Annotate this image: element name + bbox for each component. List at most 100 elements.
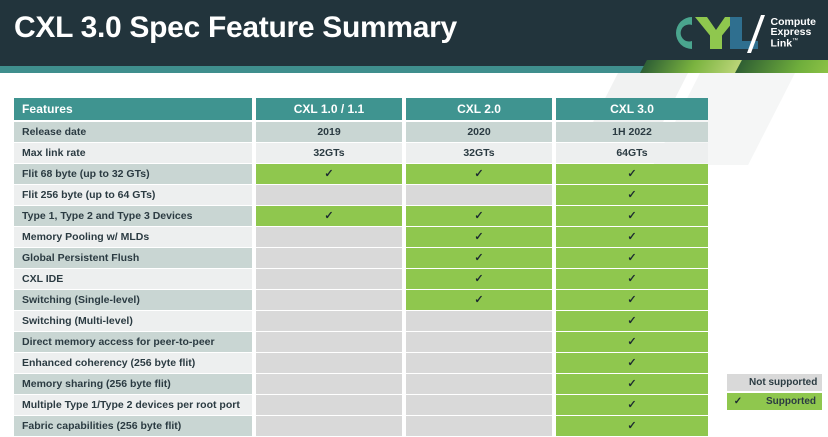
legend-item-not-supported: Not supported: [727, 374, 822, 391]
value-cell: 32GTs: [256, 143, 402, 163]
feature-name-cell: Memory sharing (256 byte flit): [14, 374, 252, 394]
supported-cell: ✓: [256, 164, 402, 184]
supported-cell: ✓: [256, 206, 402, 226]
table-row: Enhanced coherency (256 byte flit) ✓: [14, 353, 708, 373]
feature-name-cell: Enhanced coherency (256 byte flit): [14, 353, 252, 373]
decorative-green-ribbon-2: [735, 60, 828, 73]
supported-cell: ✓: [556, 374, 708, 394]
feature-name-cell: Max link rate: [14, 143, 252, 163]
value-cell: 64GTs: [556, 143, 708, 163]
table-row: CXL IDE ✓ ✓: [14, 269, 708, 289]
trademark-symbol: ™: [792, 38, 799, 45]
page-header: CXL 3.0 Spec Feature Summary Compute Exp…: [0, 0, 828, 66]
check-icon: ✓: [474, 209, 484, 222]
logo-word-express: Express: [770, 26, 812, 39]
supported-cell: ✓: [556, 248, 708, 268]
column-header-cxl-3-0[interactable]: CXL 3.0: [556, 98, 708, 120]
not-supported-cell: [256, 395, 402, 415]
supported-cell: ✓: [406, 227, 552, 247]
check-icon: ✓: [627, 209, 637, 222]
supported-cell: ✓: [556, 164, 708, 184]
feature-name-cell: Switching (Single-level): [14, 290, 252, 310]
value-cell: 1H 2022: [556, 122, 708, 142]
supported-cell: ✓: [406, 290, 552, 310]
check-icon: ✓: [627, 188, 637, 201]
check-icon: ✓: [627, 335, 637, 348]
check-icon: ✓: [627, 377, 637, 390]
check-icon: ✓: [627, 419, 637, 432]
feature-summary-table: Features CXL 1.0 / 1.1 CXL 2.0 CXL 3.0 Relea…: [14, 98, 708, 437]
supported-cell: ✓: [556, 269, 708, 289]
supported-cell: ✓: [556, 185, 708, 205]
value-cell: 32GTs: [406, 143, 552, 163]
column-header-cxl-2-0[interactable]: CXL 2.0: [406, 98, 552, 120]
check-icon: ✓: [474, 167, 484, 180]
not-supported-cell: [406, 332, 552, 352]
not-supported-cell: [406, 185, 552, 205]
check-icon: ✓: [733, 396, 743, 407]
feature-name-cell: Flit 256 byte (up to 64 GTs): [14, 185, 252, 205]
cxl-logo-mark: [675, 15, 765, 53]
legend: Not supported ✓ Supported: [727, 374, 822, 412]
not-supported-cell: [406, 311, 552, 331]
feature-name-cell: Release date: [14, 122, 252, 142]
check-icon: ✓: [474, 272, 484, 285]
feature-name-cell: Direct memory access for peer-to-peer: [14, 332, 252, 352]
check-icon: ✓: [627, 293, 637, 306]
table-row: Release date 2019 2020 1H 2022: [14, 122, 708, 142]
table-row: Type 1, Type 2 and Type 3 Devices ✓ ✓ ✓: [14, 206, 708, 226]
check-icon: ✓: [474, 251, 484, 264]
supported-cell: ✓: [556, 311, 708, 331]
column-header-cxl-1-0-1-1[interactable]: CXL 1.0 / 1.1: [256, 98, 402, 120]
check-icon: ✓: [627, 230, 637, 243]
check-icon: ✓: [324, 209, 334, 222]
accent-stripe: [0, 66, 828, 73]
check-icon: ✓: [627, 167, 637, 180]
not-supported-cell: [256, 353, 402, 373]
legend-label: Supported: [766, 396, 816, 407]
feature-name-cell: Flit 68 byte (up to 32 GTs): [14, 164, 252, 184]
feature-name-cell: Fabric capabilities (256 byte flit): [14, 416, 252, 436]
not-supported-cell: [406, 374, 552, 394]
table-row: Switching (Single-level) ✓ ✓: [14, 290, 708, 310]
table-row: Max link rate 32GTs 32GTs 64GTs: [14, 143, 708, 163]
feature-name-cell: Memory Pooling w/ MLDs: [14, 227, 252, 247]
table-row: Flit 68 byte (up to 32 GTs) ✓ ✓ ✓: [14, 164, 708, 184]
check-icon: ✓: [627, 251, 637, 264]
not-supported-cell: [256, 374, 402, 394]
supported-cell: ✓: [556, 332, 708, 352]
not-supported-cell: [256, 290, 402, 310]
table-row: Memory sharing (256 byte flit) ✓: [14, 374, 708, 394]
feature-name-cell: CXL IDE: [14, 269, 252, 289]
check-icon: ✓: [474, 293, 484, 306]
cxl-logo: Compute Express Link™: [662, 9, 817, 57]
logo-word-link: Link: [770, 37, 793, 50]
table-header-row: Features CXL 1.0 / 1.1 CXL 2.0 CXL 3.0: [14, 98, 708, 120]
legend-label: Not supported: [749, 377, 818, 388]
feature-name-cell: Type 1, Type 2 and Type 3 Devices: [14, 206, 252, 226]
table-row: Flit 256 byte (up to 64 GTs) ✓: [14, 185, 708, 205]
cxl-logo-wordmark: Compute Express Link™: [770, 16, 817, 50]
not-supported-cell: [256, 416, 402, 436]
not-supported-cell: [406, 353, 552, 373]
table-row: Direct memory access for peer-to-peer ✓: [14, 332, 708, 352]
table-row: Memory Pooling w/ MLDs ✓ ✓: [14, 227, 708, 247]
check-icon: ✓: [627, 314, 637, 327]
supported-cell: ✓: [556, 353, 708, 373]
table-row: Multiple Type 1/Type 2 devices per root …: [14, 395, 708, 415]
supported-cell: ✓: [406, 248, 552, 268]
check-icon: ✓: [627, 356, 637, 369]
supported-cell: ✓: [556, 395, 708, 415]
feature-name-cell: Global Persistent Flush: [14, 248, 252, 268]
check-icon: ✓: [324, 167, 334, 180]
supported-cell: ✓: [406, 164, 552, 184]
feature-name-cell: Multiple Type 1/Type 2 devices per root …: [14, 395, 252, 415]
supported-cell: ✓: [556, 206, 708, 226]
not-supported-cell: [406, 416, 552, 436]
not-supported-cell: [406, 395, 552, 415]
table-row: Switching (Multi-level) ✓: [14, 311, 708, 331]
supported-cell: ✓: [556, 290, 708, 310]
table-row: Fabric capabilities (256 byte flit) ✓: [14, 416, 708, 436]
column-header-features[interactable]: Features: [14, 98, 252, 120]
supported-cell: ✓: [406, 206, 552, 226]
